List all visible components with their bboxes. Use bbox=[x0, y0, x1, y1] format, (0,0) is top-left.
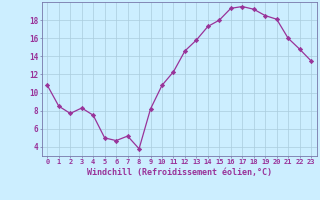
X-axis label: Windchill (Refroidissement éolien,°C): Windchill (Refroidissement éolien,°C) bbox=[87, 168, 272, 177]
